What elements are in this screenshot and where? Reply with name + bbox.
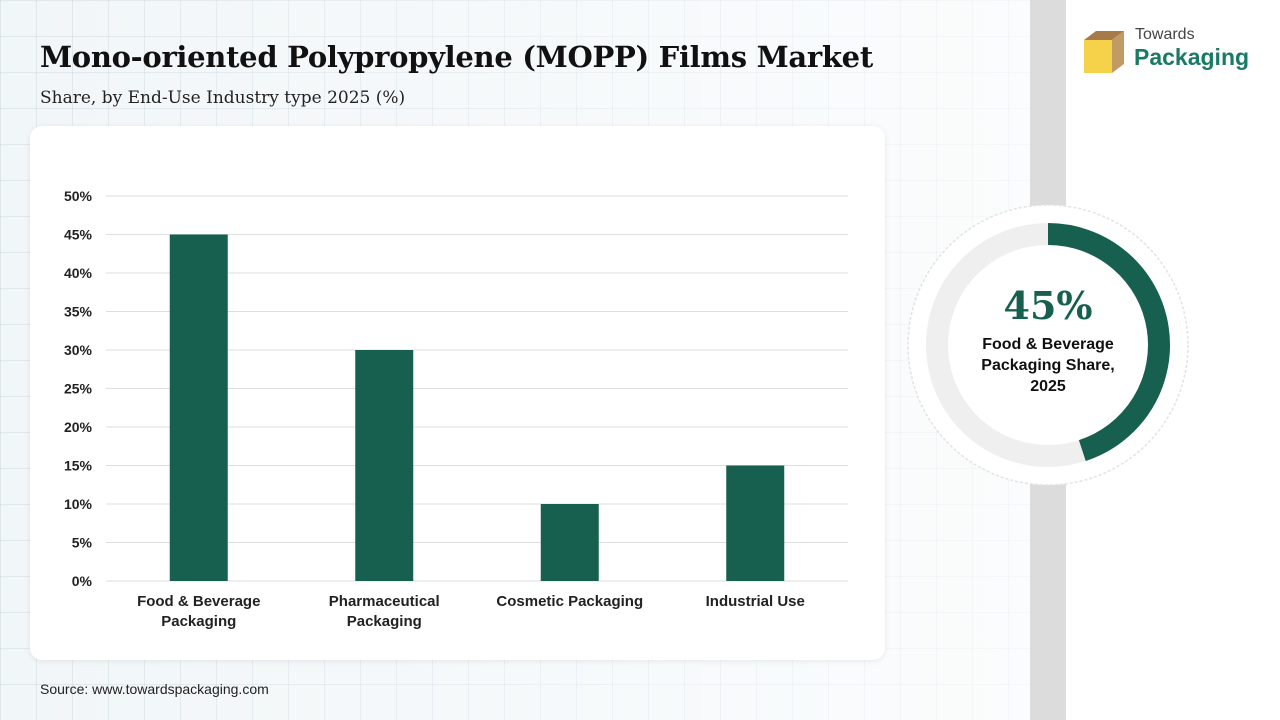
y-tick-label: 50% [64, 188, 93, 204]
y-tick-label: 10% [64, 496, 93, 512]
bar [540, 504, 599, 581]
x-tick-label: Packaging [161, 613, 236, 630]
y-tick-label: 25% [64, 381, 93, 397]
chart-subtitle: Share, by End-Use Industry type 2025 (%) [40, 88, 406, 108]
donut-value: 45% [1003, 283, 1093, 328]
donut-label: Food & Beverage Packaging Share, 2025 [968, 334, 1128, 397]
y-tick-label: 45% [64, 227, 93, 243]
y-tick-label: 30% [64, 342, 93, 358]
donut-chart [907, 204, 1189, 486]
donut-label-line: 2025 [1030, 378, 1066, 395]
donut-label-line: Packaging Share, [981, 357, 1115, 374]
chart-title: Mono-oriented Polypropylene (MOPP) Films… [40, 40, 873, 74]
logo-text-top: Towards [1135, 26, 1195, 43]
donut-label-line: Food & Beverage [982, 336, 1114, 353]
bar [726, 465, 785, 581]
source-note: Source: www.towardspackaging.com [40, 681, 269, 697]
x-tick-label: Cosmetic Packaging [496, 593, 643, 610]
logo-text-bottom: Packaging [1134, 44, 1250, 70]
x-tick-label: Food & Beverage [137, 593, 260, 610]
bar-chart: 0% 5% 10% 15% 20% 25% 30% 35% 40% 45% 50% Food & Be… [64, 188, 848, 630]
donut-outer-ring [907, 204, 1189, 486]
y-tick-label: 15% [64, 458, 93, 474]
x-tick-label: Packaging [347, 613, 422, 630]
bar [355, 350, 414, 581]
donut-share-arc [1047, 223, 1170, 462]
y-tick-label: 40% [64, 265, 93, 281]
box-logo-icon [1084, 31, 1124, 73]
x-tick-label: Pharmaceutical [329, 593, 440, 610]
highlight-donut: 45% Food & Beverage Packaging Share, 202… [906, 203, 1190, 487]
brand-logo: Towards Packaging [1080, 26, 1270, 76]
x-tick-label: Industrial Use [706, 593, 805, 610]
y-tick-label: 35% [64, 304, 93, 320]
y-tick-label: 5% [72, 535, 93, 551]
bar-chart-card: 0% 5% 10% 15% 20% 25% 30% 35% 40% 45% 50% Food & Be… [30, 126, 885, 660]
bar [169, 234, 228, 581]
y-tick-label: 20% [64, 419, 93, 435]
y-tick-label: 0% [72, 573, 93, 589]
